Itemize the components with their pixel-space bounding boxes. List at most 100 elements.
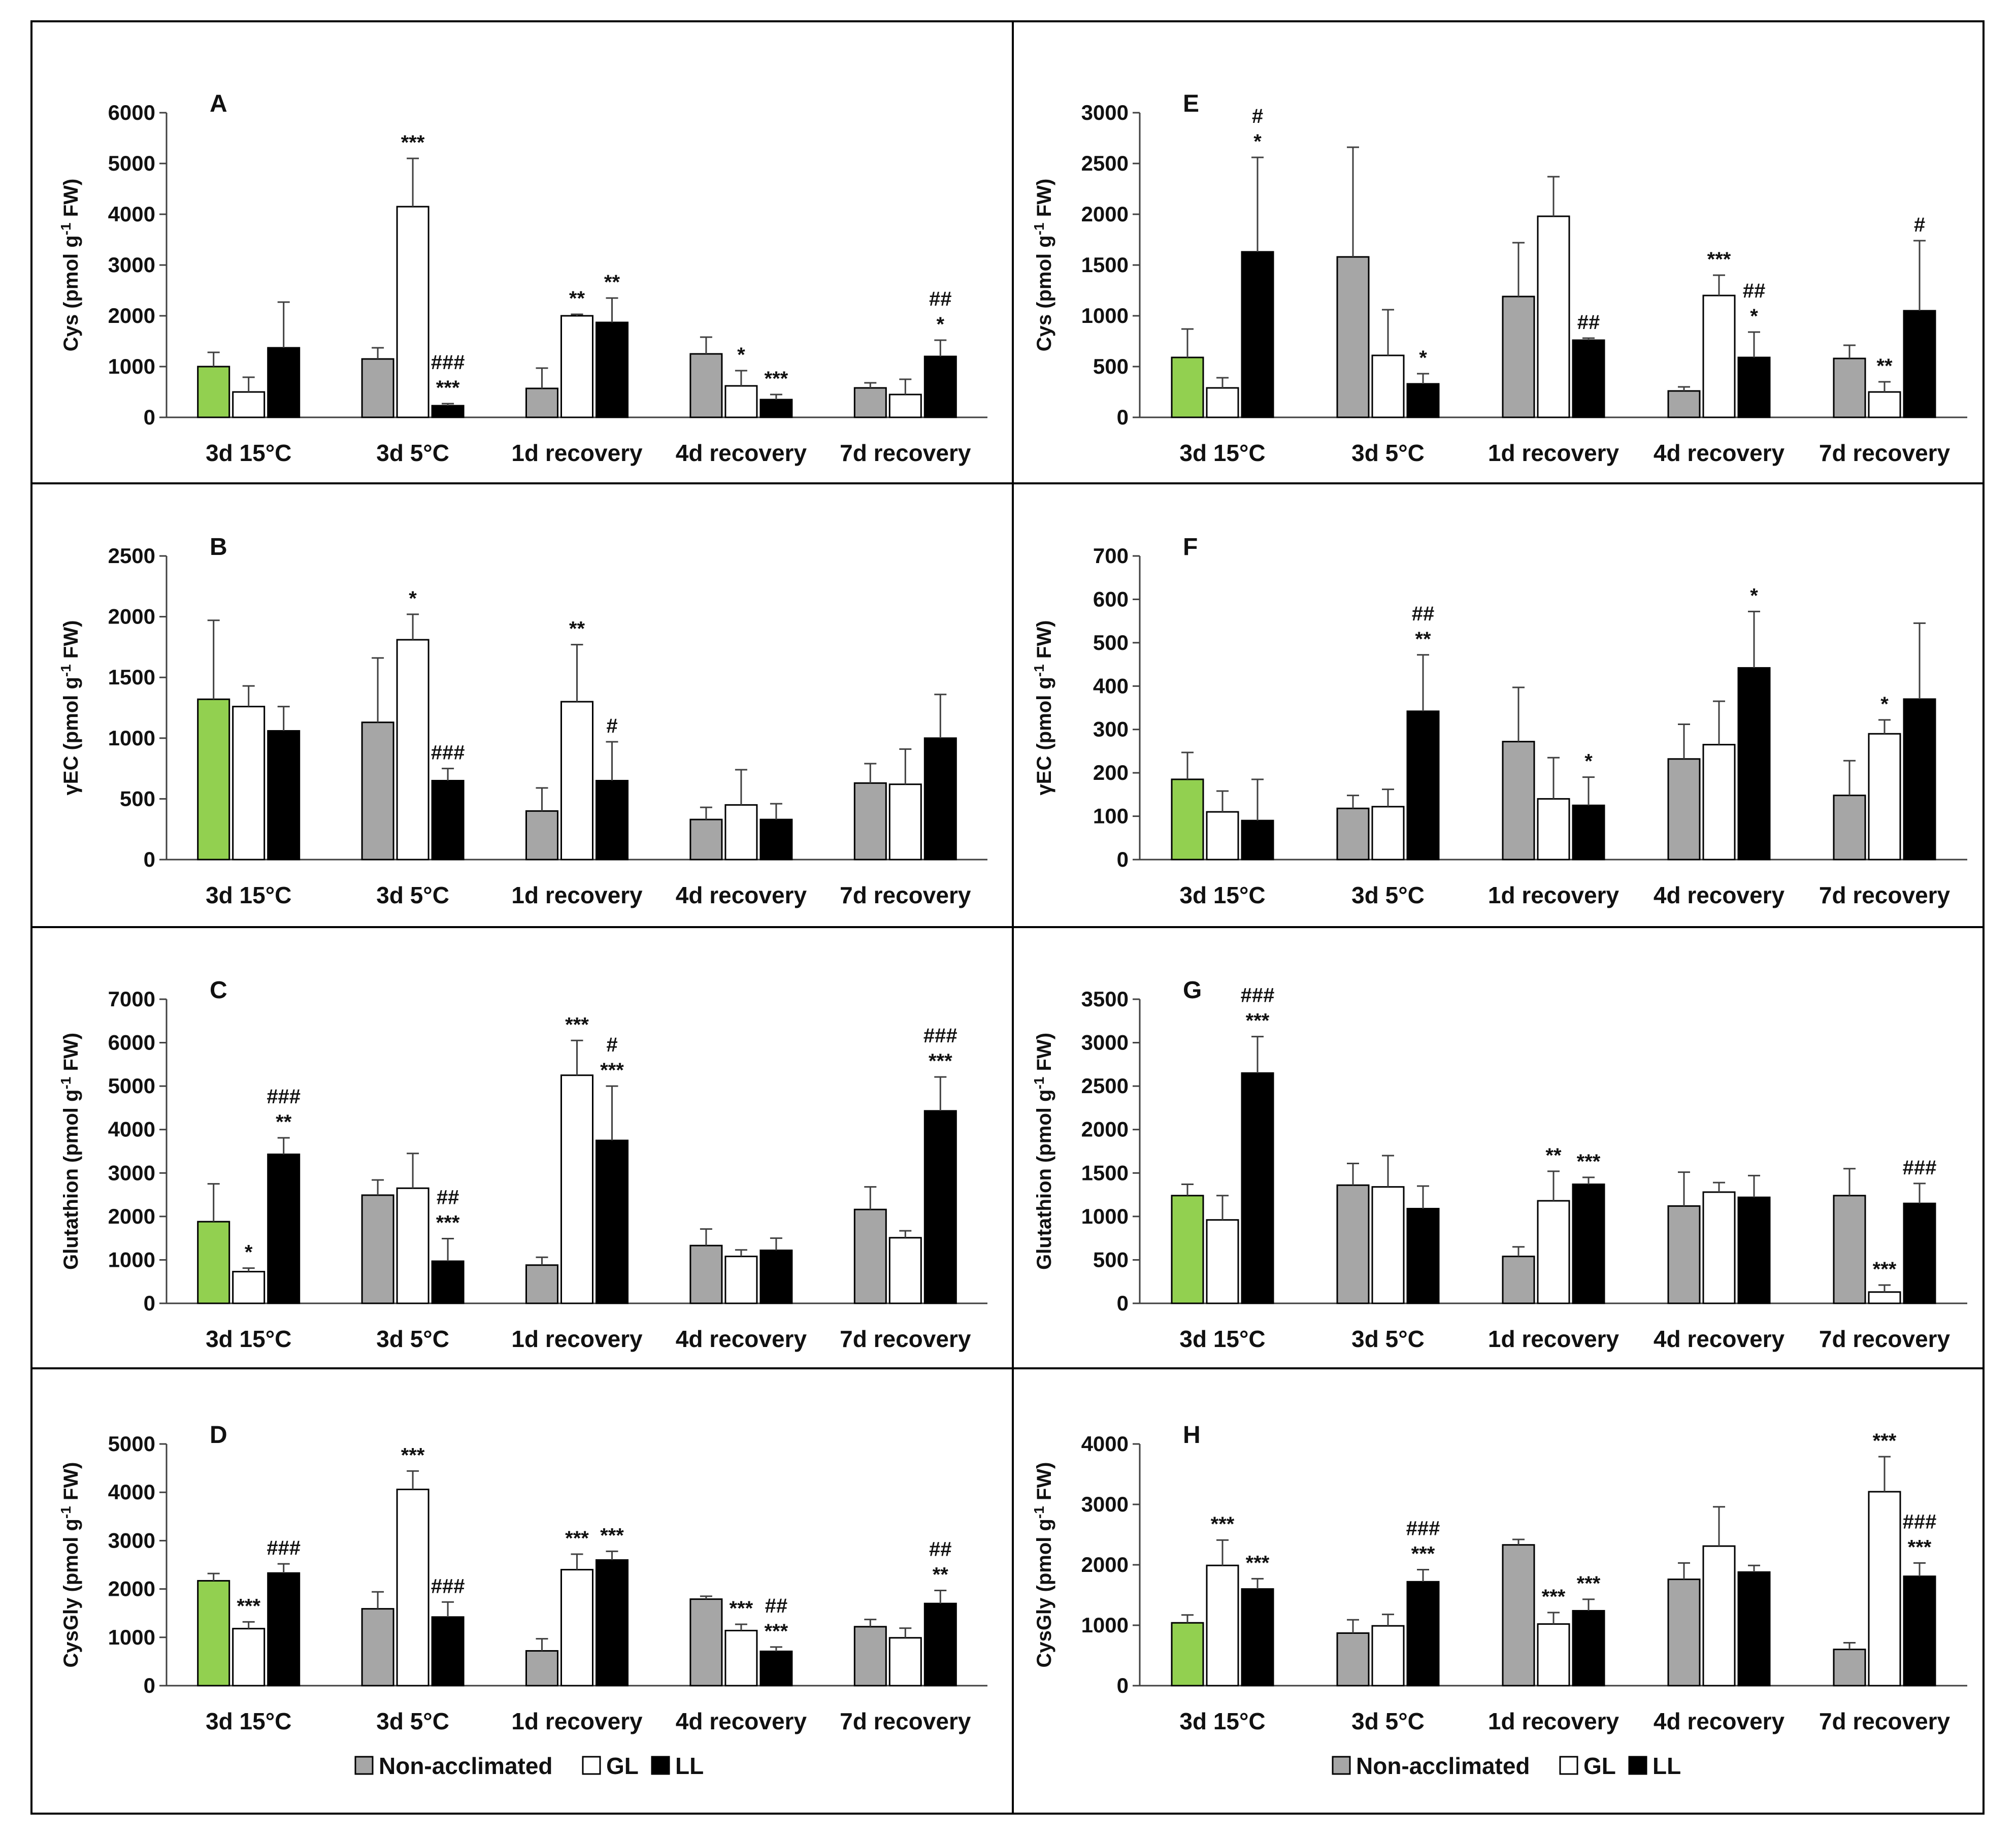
- y-axis-title: γEC (pmol g-1 FW): [1031, 620, 1055, 796]
- bar-gl: [724, 804, 758, 861]
- significance-label: ***: [730, 1597, 753, 1620]
- significance-label: **: [569, 287, 585, 310]
- bar-non-acclimated: [689, 818, 723, 861]
- bar-gl: [1702, 1545, 1736, 1687]
- legend-label-gl: GL: [606, 1753, 639, 1779]
- legend-swatch-non-acclimated: [1332, 1756, 1351, 1775]
- y-tick-label: 4000: [1081, 1432, 1129, 1456]
- bar-gl: [1371, 1186, 1405, 1304]
- bar-non-acclimated: [1336, 256, 1370, 418]
- y-tick-label: 6000: [108, 101, 155, 124]
- bar-non-acclimated: [1502, 295, 1535, 418]
- significance-label: ***: [1542, 1586, 1566, 1608]
- bar-non-acclimated: [853, 1626, 887, 1687]
- y-tick-label: 1000: [108, 1625, 155, 1649]
- bar-gl: [396, 206, 429, 418]
- bar-non-acclimated: [1171, 1622, 1204, 1687]
- chart-panel-h: 0 1000 2000 3000 4000 H CysGly (pmol g-1 FW) 3d…: [1031, 1422, 1967, 1734]
- bar-ll: [596, 1559, 629, 1687]
- bar-gl: [888, 1237, 922, 1304]
- x-category-label: 3d 15°C: [1179, 882, 1265, 908]
- legend-swatch-gl: [1559, 1756, 1578, 1775]
- y-tick-label: 0: [144, 1673, 155, 1697]
- y-tick-label: 3000: [1081, 1031, 1129, 1055]
- y-axis-title: CysGly (pmol g-1 FW): [58, 1462, 82, 1668]
- x-category-label: 3d 5°C: [376, 440, 449, 466]
- y-tick-label: 0: [1117, 847, 1129, 871]
- y-tick-label: 4000: [108, 202, 155, 226]
- y-tick-label: 0: [144, 405, 155, 429]
- bar-non-acclimated: [853, 1208, 887, 1304]
- bar-ll: [1572, 1184, 1605, 1304]
- bar-ll: [923, 355, 957, 418]
- bar-ll: [431, 405, 465, 418]
- bar-gl: [560, 1074, 593, 1304]
- y-tick-label: 500: [120, 786, 155, 810]
- x-category-label: 4d recovery: [1654, 440, 1785, 466]
- y-tick-label: 0: [144, 847, 155, 871]
- bar-ll: [1903, 1202, 1936, 1304]
- legend-swatch-ll: [651, 1756, 670, 1775]
- x-category-label: 3d 15°C: [206, 1326, 291, 1352]
- x-category-label: 3d 15°C: [1179, 440, 1265, 466]
- bar-ll: [1241, 251, 1274, 418]
- y-tick-label: 3000: [1081, 101, 1129, 124]
- legend-label-ll: LL: [1653, 1753, 1681, 1779]
- x-category-label: 7d recovery: [1819, 882, 1951, 908]
- x-category-label: 7d recovery: [1819, 440, 1951, 466]
- bar-non-acclimated: [1667, 390, 1701, 418]
- bar-ll: [1903, 310, 1936, 418]
- bar-non-acclimated: [689, 1244, 723, 1304]
- significance-label: ###: [1903, 1510, 1937, 1533]
- significance-label: ***: [765, 368, 788, 390]
- y-axis-title: Glutathion (pmol g-1 FW): [1031, 1033, 1055, 1270]
- legend: Non-acclimated GL LL: [1332, 1753, 1681, 1779]
- bar-non-acclimated: [1833, 1649, 1866, 1687]
- bar-ll: [267, 730, 301, 861]
- significance-label: ###: [267, 1537, 301, 1559]
- y-tick-label: 2000: [108, 1577, 155, 1601]
- significance-label: ***: [1873, 1430, 1897, 1452]
- bar-gl: [1537, 1623, 1570, 1687]
- x-category-label: 3d 15°C: [206, 1708, 291, 1734]
- x-category-label: 3d 5°C: [376, 882, 449, 908]
- y-tick-label: 500: [1093, 354, 1129, 378]
- bar-ll: [1903, 1575, 1936, 1687]
- x-category-label: 1d recovery: [511, 882, 643, 908]
- significance-label: ##: [1577, 311, 1600, 334]
- significance-label: #: [1252, 105, 1263, 127]
- significance-label: ***: [929, 1050, 952, 1072]
- bar-ll: [1572, 804, 1605, 861]
- bar-ll: [1406, 1581, 1440, 1687]
- y-tick-label: 2000: [1081, 1118, 1129, 1141]
- significance-label: **: [604, 271, 620, 293]
- legends: Non-acclimated GL LL Non-acclimated GL LL: [354, 1753, 1681, 1779]
- y-tick-label: 4000: [108, 1480, 155, 1504]
- legend-label-non-acclimated: Non-acclimated: [1356, 1753, 1530, 1779]
- chart-panel-c: 0 1000 2000 3000 4000 5000 6000 7000 C Glutathion…: [58, 977, 987, 1352]
- bar-gl: [1702, 294, 1736, 418]
- significance-label: ***: [600, 1524, 624, 1547]
- bar-non-acclimated: [1833, 795, 1866, 861]
- bar-gl: [396, 1187, 429, 1304]
- significance-label: ***: [1246, 1552, 1270, 1574]
- legend: Non-acclimated GL LL: [354, 1753, 704, 1779]
- significance-label: ***: [1908, 1536, 1932, 1558]
- legend-swatch-non-acclimated: [354, 1756, 374, 1775]
- bar-ll: [1406, 1207, 1440, 1304]
- significance-label: *: [409, 587, 417, 610]
- significance-label: *: [1584, 750, 1593, 773]
- x-category-label: 1d recovery: [511, 1708, 643, 1734]
- y-axis-title: Glutathion (pmol g-1 FW): [58, 1033, 82, 1270]
- bar-gl: [888, 1637, 922, 1687]
- significance-label: ###: [431, 1575, 465, 1597]
- y-tick-label: 600: [1093, 587, 1129, 611]
- bar-ll: [759, 818, 793, 861]
- significance-label: **: [569, 618, 585, 640]
- y-tick-label: 700: [1093, 544, 1129, 568]
- x-category-label: 3d 5°C: [1351, 440, 1425, 466]
- significance-label: ###: [923, 1025, 957, 1047]
- bar-gl: [1206, 811, 1239, 861]
